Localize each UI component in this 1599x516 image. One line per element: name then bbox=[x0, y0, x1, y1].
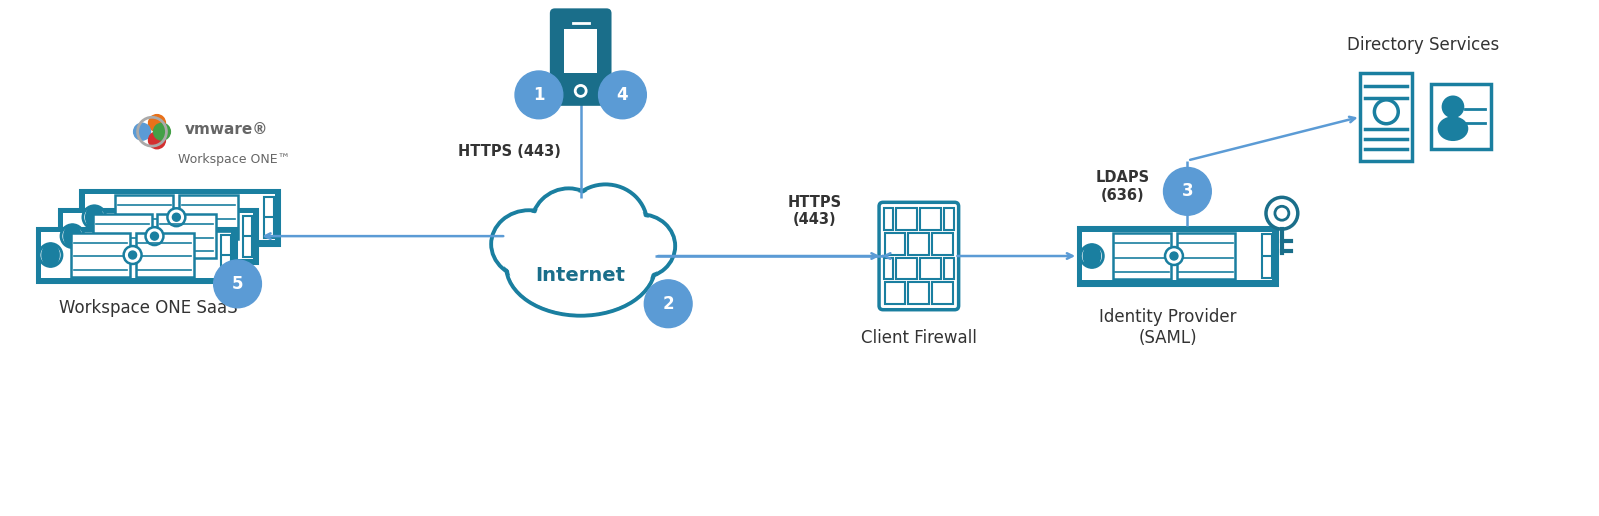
Ellipse shape bbox=[606, 214, 675, 278]
FancyBboxPatch shape bbox=[1361, 73, 1412, 160]
FancyBboxPatch shape bbox=[1262, 234, 1271, 278]
Circle shape bbox=[515, 71, 563, 119]
Circle shape bbox=[576, 86, 587, 96]
Circle shape bbox=[61, 224, 83, 248]
Circle shape bbox=[1266, 197, 1298, 229]
Circle shape bbox=[168, 208, 185, 226]
FancyBboxPatch shape bbox=[62, 213, 253, 259]
FancyBboxPatch shape bbox=[921, 208, 942, 230]
FancyBboxPatch shape bbox=[945, 208, 953, 230]
Ellipse shape bbox=[1439, 118, 1466, 140]
Circle shape bbox=[1274, 206, 1289, 220]
Text: HTTPS
(443): HTTPS (443) bbox=[787, 195, 841, 228]
Ellipse shape bbox=[43, 244, 59, 266]
Circle shape bbox=[1164, 168, 1212, 215]
Text: Client Firewall: Client Firewall bbox=[860, 329, 977, 347]
FancyBboxPatch shape bbox=[945, 257, 953, 279]
FancyBboxPatch shape bbox=[897, 208, 918, 230]
Circle shape bbox=[150, 232, 158, 240]
FancyBboxPatch shape bbox=[72, 233, 130, 277]
Ellipse shape bbox=[566, 187, 644, 262]
Text: Identity Provider
(SAML): Identity Provider (SAML) bbox=[1099, 308, 1236, 347]
Ellipse shape bbox=[1084, 245, 1100, 267]
Circle shape bbox=[128, 251, 136, 259]
Circle shape bbox=[173, 213, 181, 221]
FancyBboxPatch shape bbox=[1078, 227, 1278, 285]
FancyBboxPatch shape bbox=[884, 208, 894, 230]
Text: 5: 5 bbox=[232, 275, 243, 293]
FancyBboxPatch shape bbox=[264, 197, 275, 237]
Text: Directory Services: Directory Services bbox=[1346, 36, 1500, 54]
Ellipse shape bbox=[534, 191, 604, 262]
Circle shape bbox=[134, 123, 150, 140]
FancyBboxPatch shape bbox=[243, 216, 253, 256]
FancyBboxPatch shape bbox=[550, 8, 611, 106]
FancyBboxPatch shape bbox=[884, 257, 894, 279]
FancyBboxPatch shape bbox=[884, 233, 905, 254]
FancyBboxPatch shape bbox=[932, 282, 953, 304]
Ellipse shape bbox=[64, 225, 80, 247]
Text: Internet: Internet bbox=[536, 266, 625, 285]
FancyBboxPatch shape bbox=[179, 196, 238, 239]
Text: HTTPS (443): HTTPS (443) bbox=[457, 144, 561, 159]
Circle shape bbox=[1375, 100, 1398, 124]
Circle shape bbox=[83, 206, 106, 229]
Text: Workspace ONE SaaS: Workspace ONE SaaS bbox=[59, 299, 237, 317]
FancyBboxPatch shape bbox=[1177, 233, 1234, 279]
Ellipse shape bbox=[508, 219, 652, 313]
Text: LDAPS
(636): LDAPS (636) bbox=[1095, 170, 1150, 203]
Ellipse shape bbox=[86, 206, 102, 228]
Circle shape bbox=[149, 115, 165, 132]
Ellipse shape bbox=[564, 184, 648, 264]
FancyBboxPatch shape bbox=[1083, 232, 1273, 280]
FancyBboxPatch shape bbox=[908, 282, 929, 304]
Ellipse shape bbox=[507, 216, 656, 316]
Circle shape bbox=[644, 280, 692, 328]
FancyBboxPatch shape bbox=[908, 233, 929, 254]
FancyBboxPatch shape bbox=[1431, 85, 1490, 149]
Text: 4: 4 bbox=[617, 86, 628, 104]
FancyBboxPatch shape bbox=[37, 228, 235, 282]
Circle shape bbox=[598, 71, 646, 119]
FancyBboxPatch shape bbox=[59, 209, 257, 264]
Circle shape bbox=[214, 260, 261, 308]
Ellipse shape bbox=[531, 188, 606, 264]
Circle shape bbox=[1166, 247, 1183, 265]
Ellipse shape bbox=[494, 213, 564, 276]
Circle shape bbox=[123, 246, 142, 264]
FancyBboxPatch shape bbox=[884, 282, 905, 304]
FancyBboxPatch shape bbox=[1113, 233, 1170, 279]
FancyBboxPatch shape bbox=[157, 214, 216, 258]
FancyBboxPatch shape bbox=[136, 233, 193, 277]
Text: vmware®: vmware® bbox=[185, 122, 269, 137]
FancyBboxPatch shape bbox=[221, 235, 230, 276]
FancyBboxPatch shape bbox=[897, 257, 918, 279]
Text: 1: 1 bbox=[532, 86, 545, 104]
Circle shape bbox=[154, 123, 171, 140]
Circle shape bbox=[149, 132, 165, 149]
Text: 2: 2 bbox=[662, 295, 675, 313]
FancyBboxPatch shape bbox=[879, 202, 959, 310]
Text: 3: 3 bbox=[1182, 182, 1193, 200]
FancyBboxPatch shape bbox=[921, 257, 942, 279]
FancyBboxPatch shape bbox=[80, 190, 280, 245]
Circle shape bbox=[1170, 252, 1178, 260]
Circle shape bbox=[1081, 245, 1103, 267]
Circle shape bbox=[38, 244, 62, 266]
Ellipse shape bbox=[608, 217, 673, 276]
FancyBboxPatch shape bbox=[932, 233, 953, 254]
FancyBboxPatch shape bbox=[564, 29, 598, 73]
FancyBboxPatch shape bbox=[42, 232, 232, 278]
Circle shape bbox=[146, 227, 163, 245]
Text: Workspace ONE™: Workspace ONE™ bbox=[177, 153, 289, 166]
FancyBboxPatch shape bbox=[85, 195, 275, 240]
Circle shape bbox=[1442, 97, 1463, 117]
FancyBboxPatch shape bbox=[115, 196, 173, 239]
FancyBboxPatch shape bbox=[93, 214, 152, 258]
Ellipse shape bbox=[491, 210, 566, 278]
